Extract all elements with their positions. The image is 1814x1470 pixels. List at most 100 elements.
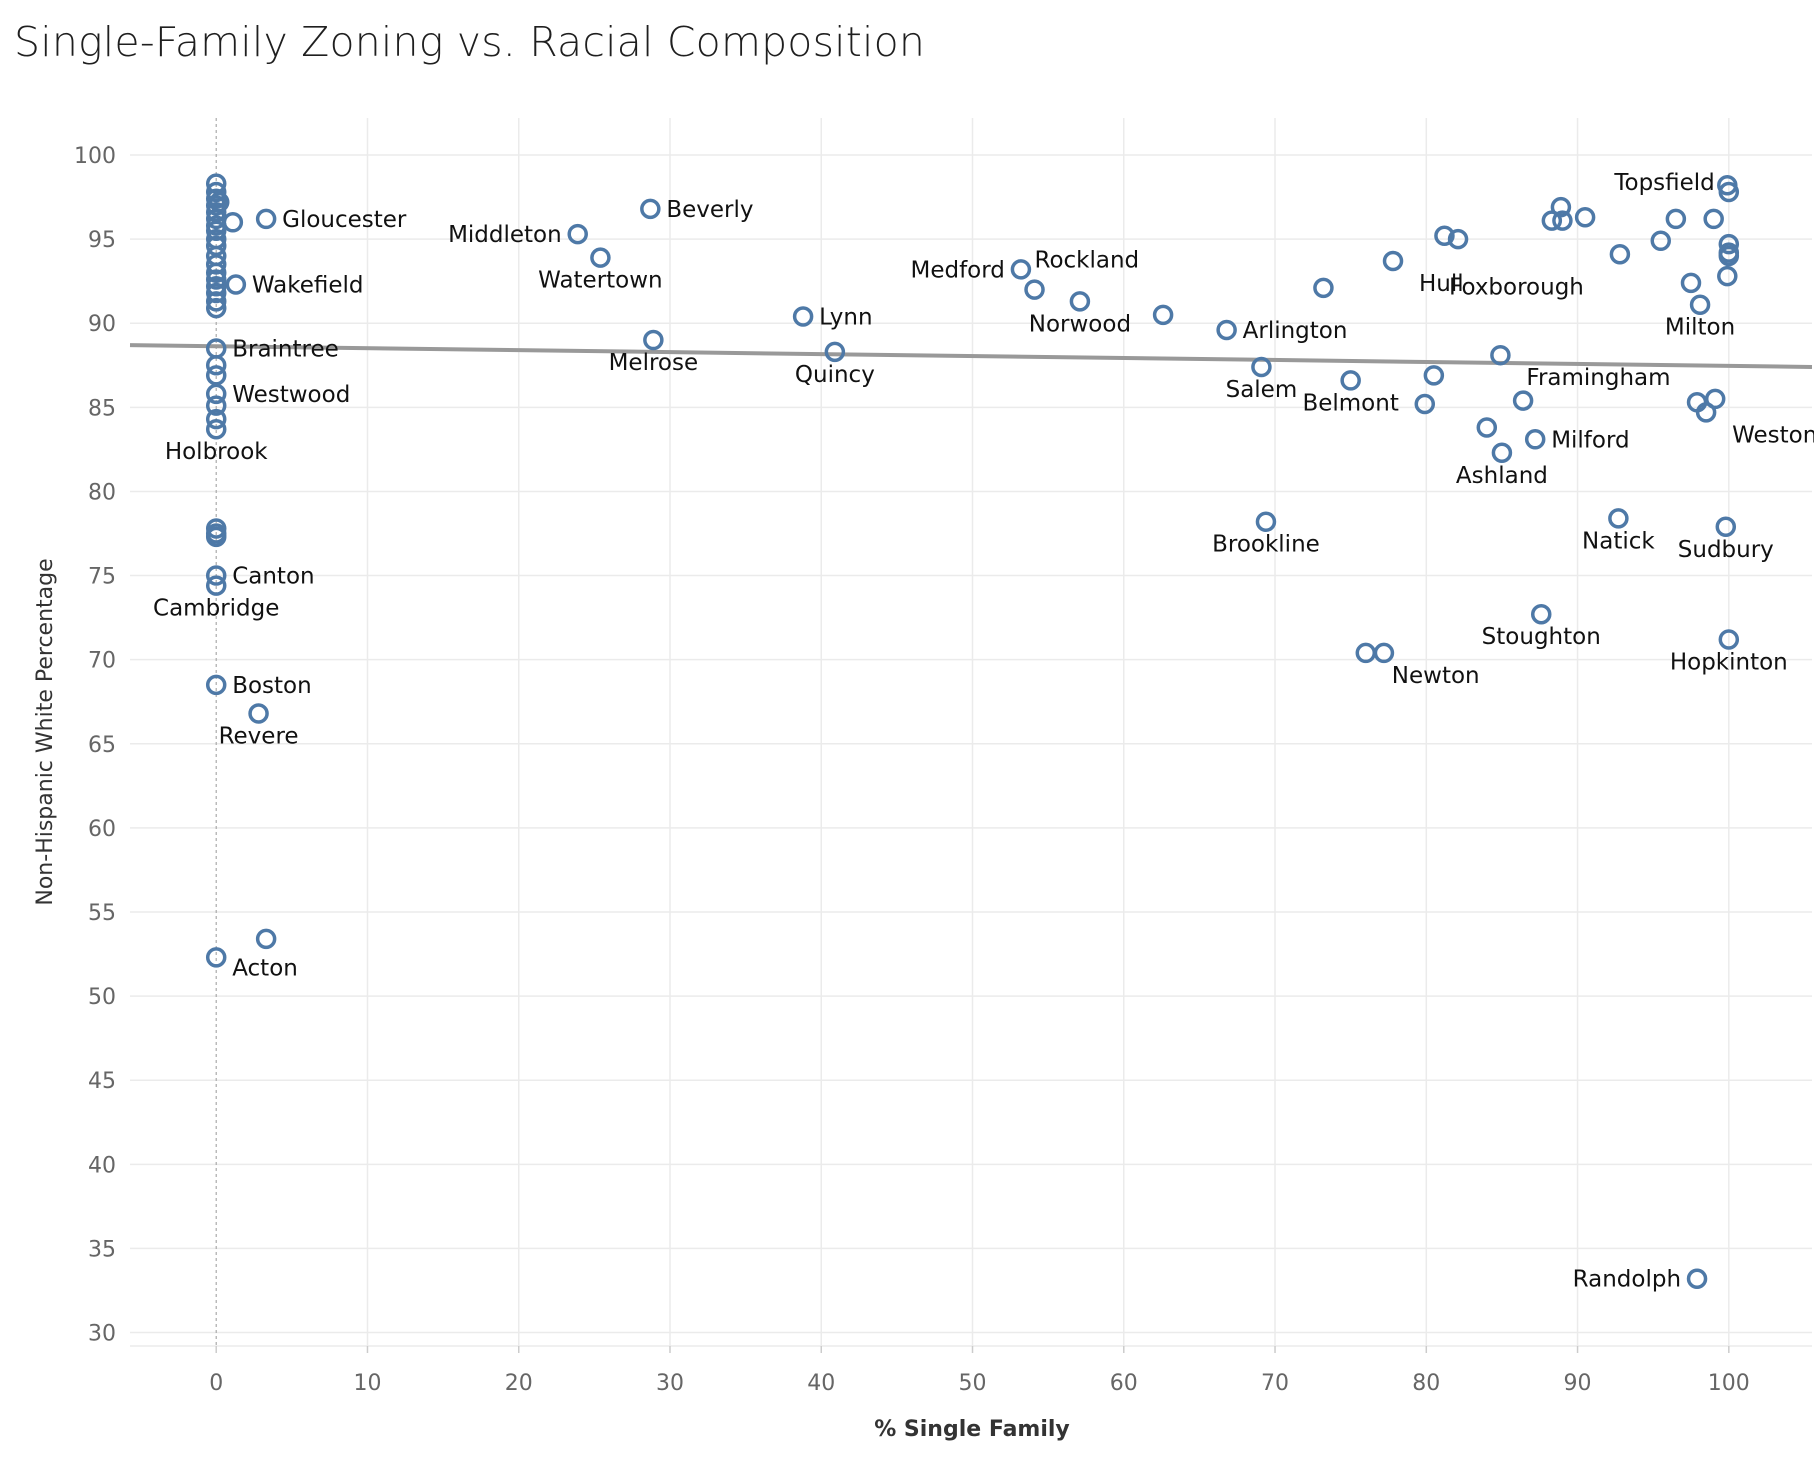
data-point — [205, 220, 227, 241]
point-label: Wakefield — [252, 273, 364, 299]
data-point — [1373, 642, 1395, 664]
point-label: Rockland — [1035, 248, 1140, 274]
tick-labels: 30 35 40 45 50 55 60 65 70 75 80 85 90 95 100 0 10 20 30 40… — [74, 144, 1750, 1396]
data-point — [1069, 291, 1091, 312]
trend-line — [129, 343, 1813, 369]
data-point — [1512, 390, 1534, 411]
data-point — [255, 208, 277, 230]
data-point — [222, 212, 244, 233]
point-label: Norwood — [1029, 311, 1131, 337]
data-point — [248, 703, 269, 724]
x-tick-label: 40 — [807, 1371, 835, 1396]
y-tick-label: 85 — [88, 396, 116, 421]
point-label: Westwood — [232, 382, 350, 408]
data-point — [1703, 208, 1724, 230]
data-point — [1715, 516, 1737, 538]
data-point — [205, 526, 227, 548]
y-tick-label: 70 — [88, 649, 116, 674]
data-point — [1152, 304, 1174, 326]
y-tick-label: 40 — [88, 1153, 116, 1178]
data-point — [205, 947, 227, 968]
data-point — [1010, 259, 1032, 280]
point-labels: Gloucester Wakefield Braintree Westwood Holb… — [153, 170, 1814, 1293]
data-point — [640, 198, 661, 220]
point-label: Salem — [1226, 377, 1298, 403]
data-point — [205, 297, 227, 319]
x-tick-label: 0 — [209, 1371, 223, 1396]
point-label: Hopkinton — [1670, 649, 1788, 675]
y-tick-label: 50 — [88, 985, 116, 1010]
point-label: Gloucester — [282, 207, 407, 233]
y-tick-label: 65 — [88, 733, 116, 758]
y-tick-label: 90 — [88, 312, 116, 337]
y-tick-label: 80 — [88, 480, 116, 505]
data-point — [255, 928, 277, 950]
data-point — [1251, 356, 1272, 378]
data-point — [643, 329, 664, 351]
data-point — [205, 291, 227, 312]
data-point — [567, 223, 588, 245]
data-point — [1689, 294, 1711, 315]
data-point — [205, 269, 227, 290]
data-point — [1313, 277, 1334, 299]
point-label: Newton — [1392, 663, 1480, 689]
point-label: Revere — [219, 723, 299, 749]
data-point — [1541, 210, 1563, 231]
point-label: Medford — [910, 257, 1004, 283]
x-tick-label: 100 — [1708, 1371, 1750, 1396]
point-label: Arlington — [1243, 318, 1348, 344]
data-point — [792, 306, 814, 327]
data-point — [1552, 210, 1573, 231]
data-point — [1476, 417, 1498, 438]
y-tick-label: 30 — [88, 1322, 116, 1347]
data-point — [205, 395, 227, 416]
y-tick-label: 75 — [88, 565, 116, 590]
data-point — [1550, 196, 1572, 218]
data-point — [205, 262, 227, 284]
data-point — [205, 254, 227, 275]
data-point — [205, 355, 227, 376]
point-label: Quincy — [795, 362, 875, 388]
point-label: Brookline — [1212, 532, 1320, 558]
x-tick-label: 70 — [1261, 1371, 1289, 1396]
data-point — [1414, 393, 1436, 415]
x-tick-label: 10 — [353, 1371, 381, 1396]
data-point — [1491, 442, 1513, 464]
trend-layer — [129, 343, 1813, 369]
y-tick-label: 35 — [88, 1237, 116, 1262]
data-point — [1608, 508, 1629, 529]
data-point — [1490, 344, 1511, 366]
data-point — [1382, 250, 1404, 272]
point-label: Beverly — [666, 197, 753, 223]
data-point — [205, 282, 227, 304]
data-point — [1530, 603, 1552, 625]
point-label: Foxborough — [1449, 274, 1584, 300]
point-label: Holbrook — [165, 439, 268, 465]
data-point — [1650, 230, 1671, 252]
point-label: Acton — [232, 955, 298, 981]
data-point — [824, 341, 846, 363]
data-point — [208, 191, 230, 213]
data-point — [205, 408, 227, 430]
y-tick-label: 45 — [88, 1069, 116, 1094]
data-point — [205, 188, 227, 209]
chart-title: Single-Family Zoning vs. Racial Composit… — [14, 18, 926, 66]
point-label: Natick — [1582, 528, 1655, 554]
point-label: Hull — [1419, 271, 1464, 297]
point-label: Ashland — [1456, 463, 1548, 489]
y-tick-label: 100 — [74, 144, 116, 169]
data-point — [590, 247, 611, 268]
point-label: Milton — [1665, 315, 1735, 341]
data-point — [1524, 429, 1546, 450]
data-point — [205, 565, 227, 586]
data-point — [205, 383, 227, 405]
point-label: Belmont — [1302, 390, 1398, 416]
point-label: Cambridge — [153, 596, 279, 622]
point-label: Stoughton — [1482, 624, 1601, 650]
data-point — [205, 674, 227, 696]
data-point — [1216, 319, 1237, 341]
data-point — [205, 575, 227, 596]
point-label: Lynn — [819, 304, 872, 330]
data-point — [225, 274, 247, 295]
data-point — [1704, 388, 1726, 410]
